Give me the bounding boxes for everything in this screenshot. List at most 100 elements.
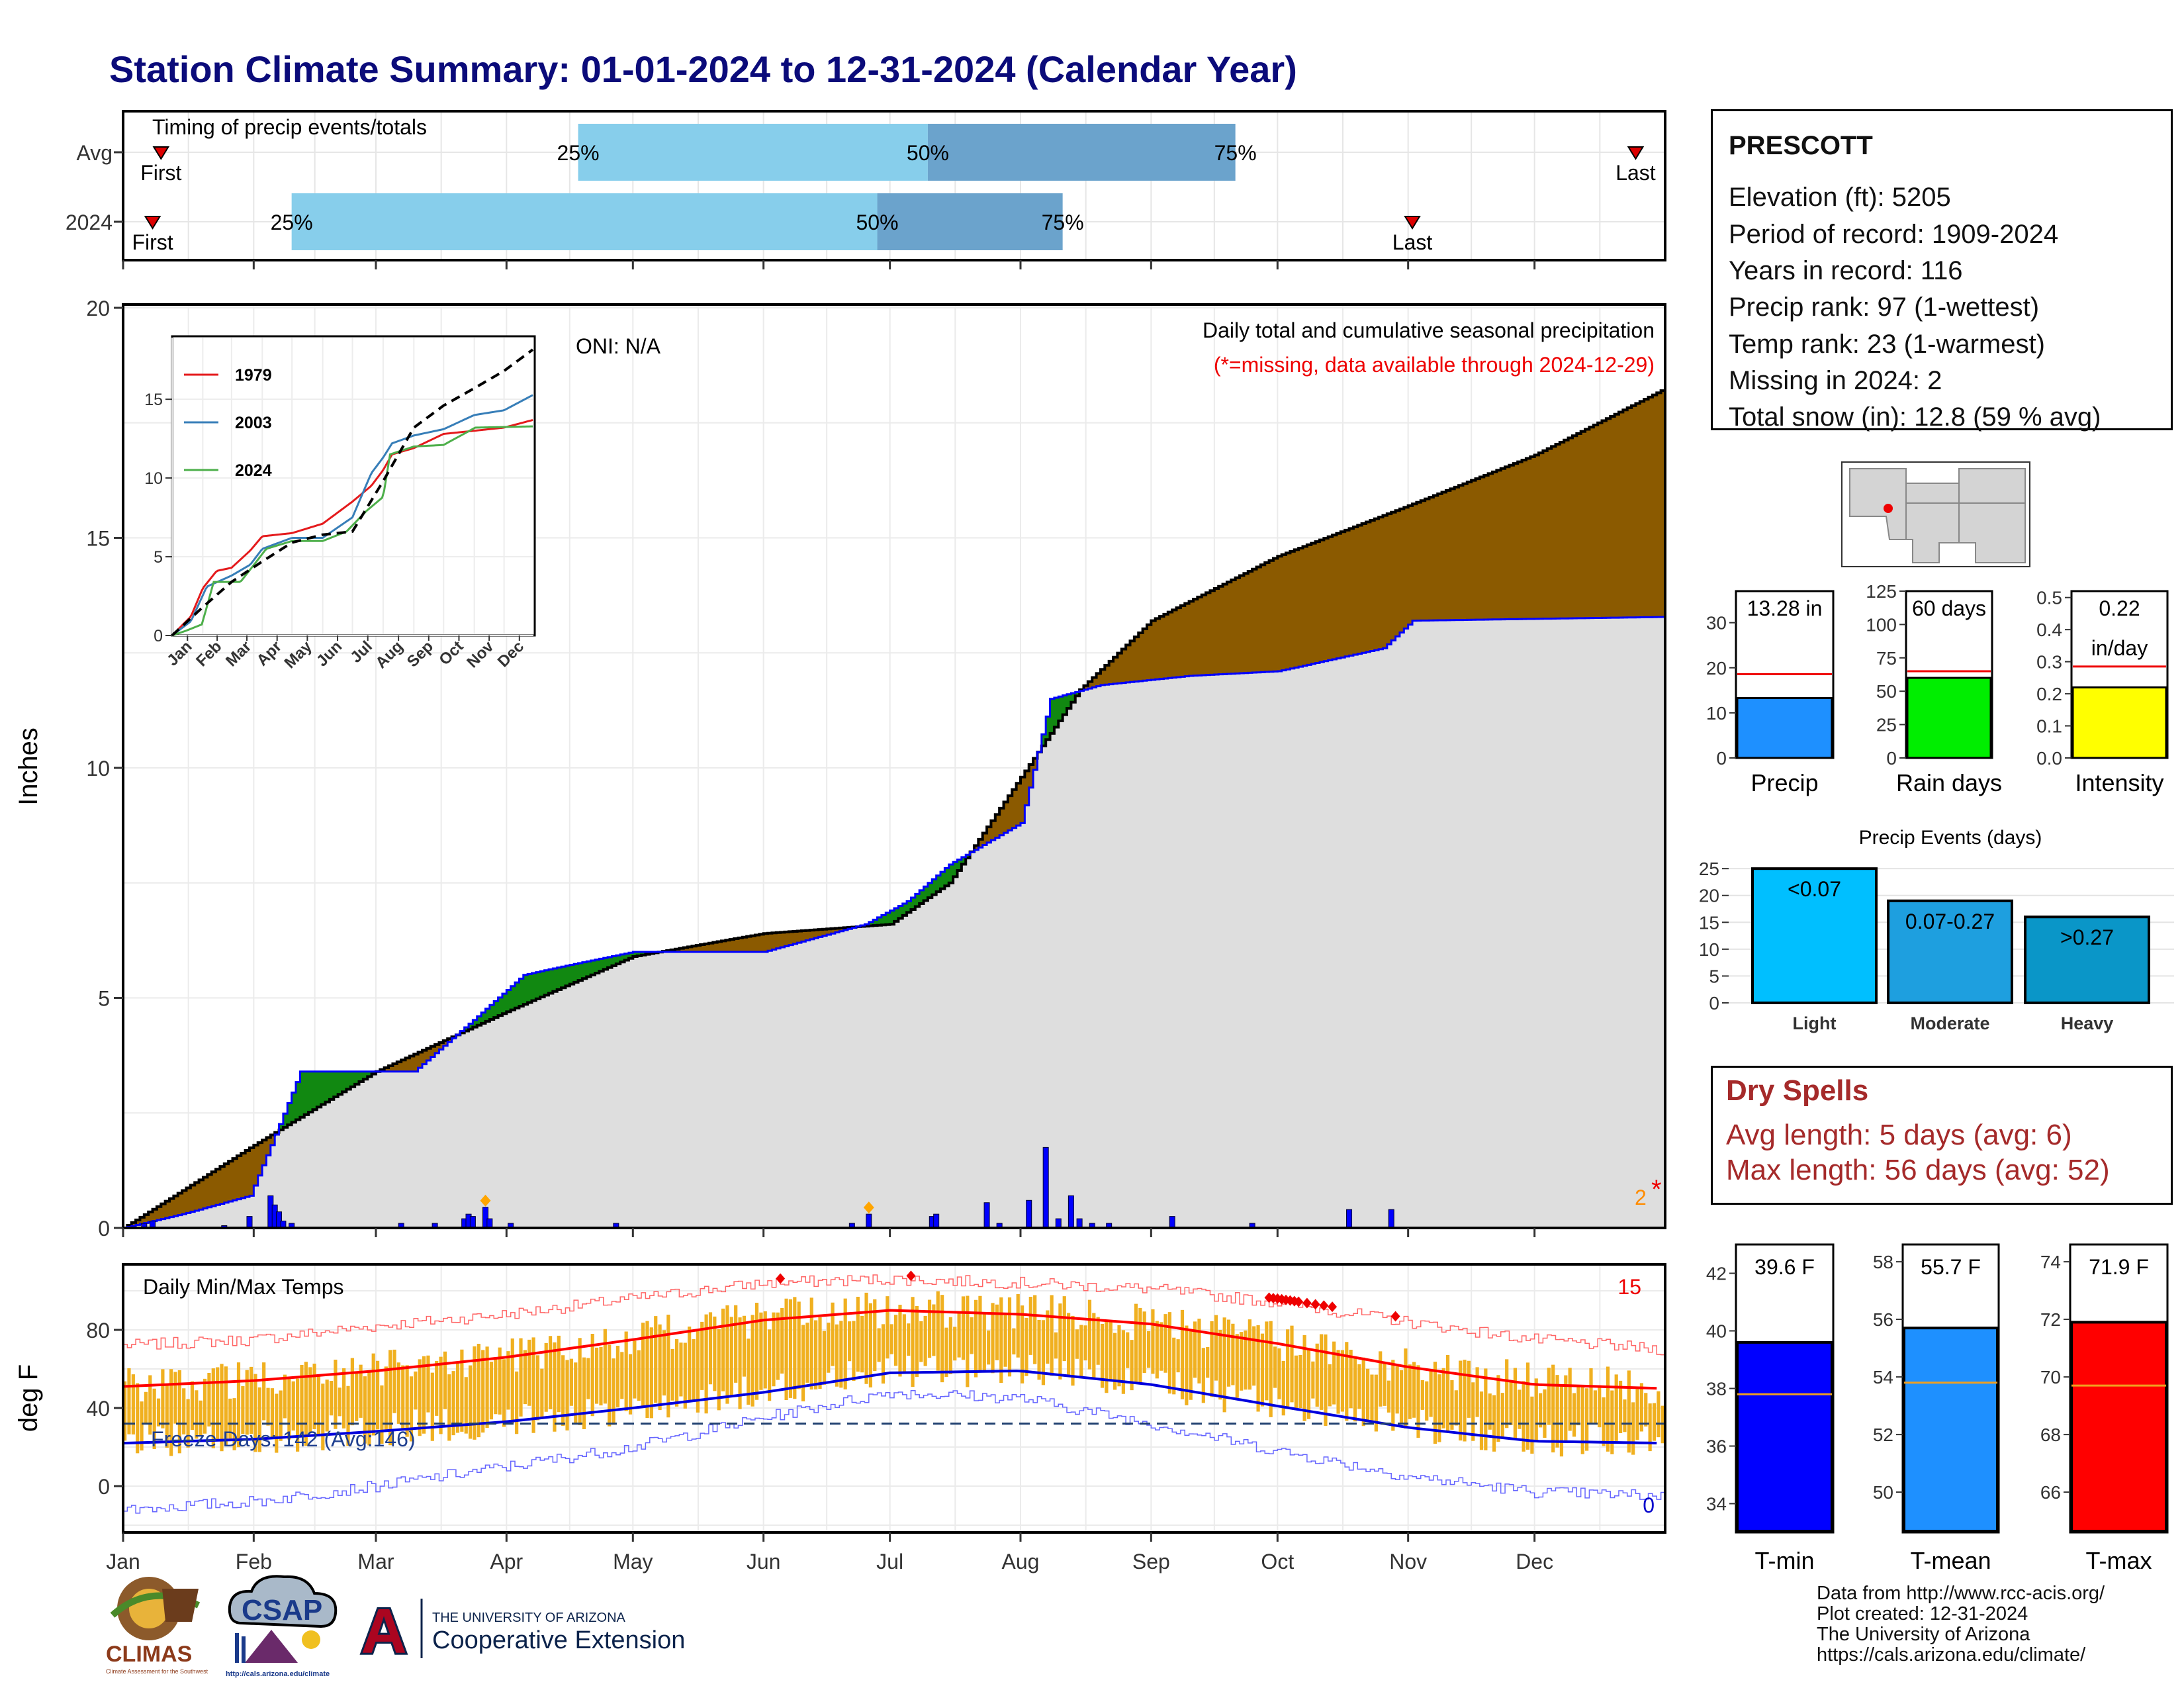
last-marker-icon: [1627, 146, 1645, 160]
precip-event-category: Heavy: [2061, 1013, 2114, 1033]
climas-logo-subtext: Climate Assessment for the Southwest: [106, 1668, 208, 1675]
average-min-line: [122, 1370, 1657, 1445]
csap-logo: CSAP http://cals.arizona.edu/climate: [226, 1575, 338, 1678]
temp-bar-value-label: 39.6 F: [1754, 1255, 1815, 1279]
timing-bar-q50-q75: [927, 124, 1236, 181]
temp-panel: 0 40 80 deg F Daily Min/Max Temps Freeze D…: [14, 1263, 1666, 1534]
month-axis-label: Jun: [747, 1550, 781, 1573]
dry-spells-title: Dry Spells: [1726, 1074, 1869, 1107]
ua-logo-line1: THE UNIVERSITY OF ARIZONA: [432, 1611, 626, 1625]
timing-q75-label: 75%: [1042, 211, 1084, 234]
state-shapes: [1849, 468, 2026, 563]
first-marker-icon: [152, 146, 170, 160]
daily-precip-bar: [1026, 1199, 1032, 1229]
temp-bar-y-tick-label: 52: [1873, 1425, 1893, 1445]
inset-y-tick-label: 15: [144, 391, 163, 409]
station-missing: Missing in 2024: 2: [1729, 366, 1942, 395]
record-high-marker-icon: [906, 1270, 916, 1282]
station-precip-rank: Precip rank: 97 (1-wettest): [1729, 293, 2040, 322]
events-y-tick-label: 25: [1699, 859, 1719, 879]
daily-precip-bar: [866, 1213, 872, 1229]
record-low-count: 0: [1643, 1493, 1655, 1517]
daily-temp-range-bars: [123, 1291, 1664, 1457]
ua-logo-letter: A: [361, 1596, 406, 1667]
month-axis: Jan Feb Mar Apr May Jun Jul Aug Sep Oct Nov Dec: [106, 260, 1553, 1573]
csap-logo-text: CSAP: [242, 1594, 322, 1626]
precip-event-category: Light: [1793, 1013, 1837, 1033]
snow-marker-icon: [863, 1201, 874, 1214]
record-high-marker-icon: [1328, 1301, 1338, 1313]
month-axis-label: Feb: [236, 1550, 272, 1573]
inset-y-tick-label: 10: [144, 469, 163, 488]
temp-bar-value-label: 71.9 F: [2089, 1255, 2149, 1279]
missing-count: 2: [1635, 1186, 1647, 1209]
precip-event-category: Moderate: [1910, 1013, 1989, 1033]
summary-y-tick-label: 0.4: [2036, 620, 2062, 640]
events-y-tick-label: 20: [1699, 886, 1719, 906]
timing-bar-q25-q50: [291, 193, 878, 250]
precip-y-tick-label: 15: [86, 527, 110, 551]
precip-y-tick-label: 5: [98, 987, 110, 1011]
csap-logo-url: http://cals.arizona.edu/climate: [226, 1670, 330, 1678]
oni-label: ONI: N/A: [576, 334, 661, 358]
summary-y-tick-label: 0.0: [2036, 748, 2062, 769]
precip-events-chart: Precip Events (days) 0 5 10 15 20 25 <0.07 Light…: [1699, 827, 2174, 1033]
temp-bar-y-tick-label: 54: [1873, 1367, 1893, 1387]
footer-plot-created: Plot created: 12-31-2024: [1817, 1603, 2028, 1624]
temp-bar-y-tick-label: 56: [1873, 1309, 1893, 1330]
temp-bar-category: T-min: [1755, 1547, 1815, 1574]
month-axis-label: Mar: [357, 1550, 394, 1573]
station-location-marker: [1884, 504, 1893, 513]
temp-y-tick-label: 0: [98, 1475, 110, 1499]
inset-y-tick-label: 0: [154, 627, 163, 645]
record-high-marker-icon: [1310, 1299, 1320, 1310]
daily-precip-bar: [246, 1216, 253, 1229]
climas-logo-text: CLIMAS: [106, 1642, 192, 1667]
footer-university: The University of Arizona: [1817, 1624, 2030, 1645]
month-axis-label: Nov: [1389, 1550, 1427, 1573]
record-high-marker-icon: [1302, 1297, 1312, 1309]
precip-event-bar: [2024, 915, 2150, 1005]
events-y-tick-label: 5: [1709, 966, 1719, 986]
last-marker-icon: [1404, 216, 1421, 230]
summary-y-tick-label: 25: [1876, 715, 1897, 735]
record-min-line: [123, 1389, 1665, 1514]
timing-first-label: First: [140, 161, 181, 185]
station-period: Period of record: 1909-2024: [1729, 220, 2059, 249]
timing-q50-label: 50%: [907, 141, 949, 165]
station-info-box: [1711, 109, 2173, 430]
dry-spells-avg: Avg length: 5 days (avg: 6): [1726, 1119, 2072, 1151]
timing-last-label: Last: [1392, 230, 1433, 254]
daily-precip-bar: [1169, 1216, 1175, 1229]
temp-bar-y-tick-label: 36: [1706, 1436, 1727, 1457]
station-name: PRESCOTT: [1729, 131, 1873, 160]
precip-y-tick-label: 0: [98, 1217, 110, 1241]
month-axis-label: Jan: [106, 1550, 140, 1573]
daily-precip-bar: [933, 1213, 940, 1229]
summary-bar-value: [1736, 697, 1833, 759]
summary-bar-value: [1906, 677, 1992, 759]
temp-bar-y-tick-label: 74: [2040, 1252, 2061, 1272]
freeze-days: Freeze Days: 142 (Avg:146): [151, 1427, 416, 1451]
summary-y-tick-label: 0.5: [2036, 588, 2062, 608]
summary-value-label: 60 days: [1912, 596, 1986, 620]
inset-series-line: [171, 419, 533, 637]
inset-legend-label: 2003: [235, 414, 272, 432]
daily-precip-bar: [1388, 1209, 1394, 1229]
timing-bar-q50-q75: [877, 193, 1063, 250]
precip-events-title: Precip Events (days): [1859, 827, 2042, 849]
record-high-marker-icon: [1294, 1296, 1304, 1307]
dry-spells-box: [1711, 1066, 2173, 1205]
missing-note: (*=missing, data available through 2024-…: [1214, 353, 1655, 377]
month-axis-label: Oct: [1261, 1550, 1294, 1573]
timing-q25-label: 25%: [271, 211, 313, 234]
temp-title: Daily Min/Max Temps: [143, 1275, 343, 1299]
missing-star: *: [1651, 1175, 1662, 1204]
events-y-tick-label: 10: [1699, 939, 1719, 960]
ua-cooperative-extension-logo: A THE UNIVERSITY OF ARIZONA Cooperative …: [357, 1594, 685, 1669]
events-y-tick-label: 0: [1709, 993, 1719, 1013]
summary-y-tick-label: 0.1: [2036, 716, 2062, 737]
inset-average-line: [171, 348, 534, 637]
